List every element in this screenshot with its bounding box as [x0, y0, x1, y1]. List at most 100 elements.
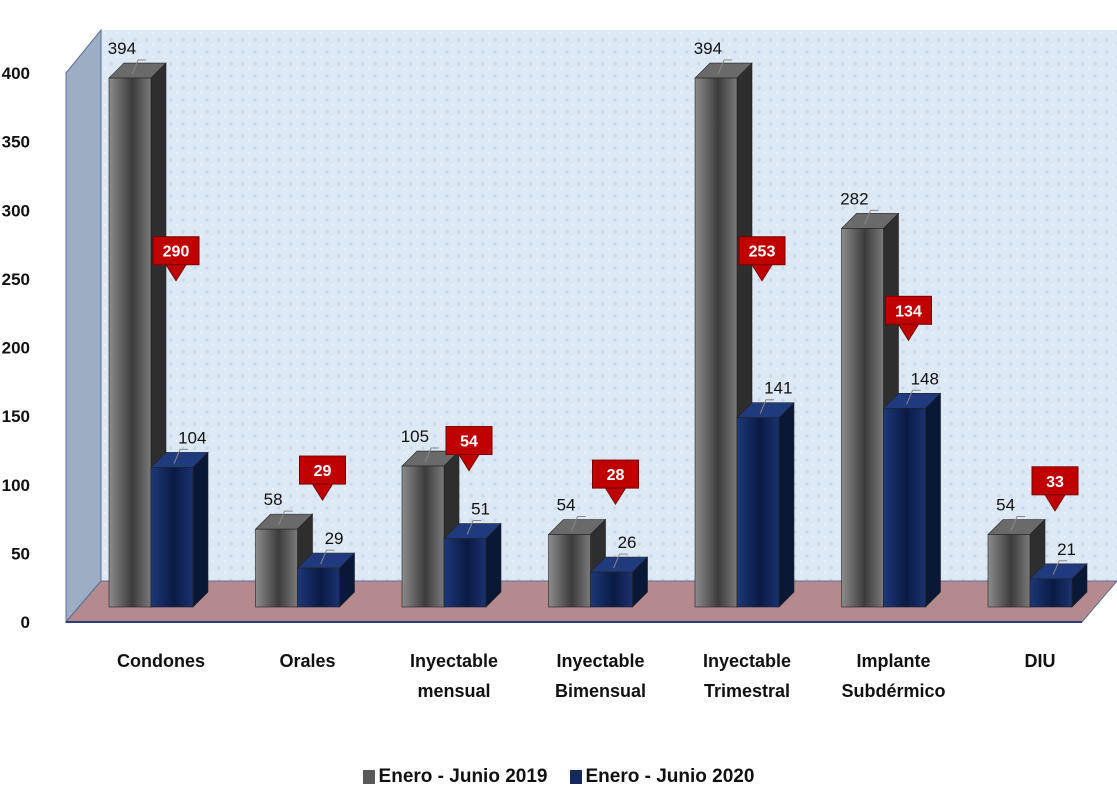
data-label-text: 105: [401, 427, 429, 446]
bar-front: [443, 538, 487, 608]
x-tick-label: DIU: [1025, 651, 1056, 671]
x-axis-labels: Condones Orales Inyectable mensual Inyectabl…: [117, 651, 1056, 701]
leader-line: [864, 209, 879, 225]
y-tick-label: 350: [2, 133, 30, 152]
callout-text: 134: [895, 303, 922, 320]
bar-front: [736, 417, 780, 608]
data-label: 29: [320, 529, 344, 565]
callout-box: [299, 455, 346, 485]
bar-front: [108, 77, 152, 608]
data-label: 21: [1052, 540, 1076, 576]
bar: [736, 401, 795, 608]
callout-box: [445, 426, 493, 456]
callout-text: 29: [314, 463, 332, 480]
bar-front: [401, 465, 445, 608]
data-label-text: 54: [996, 496, 1015, 515]
difference-callouts: 290 29 54 28 253 134 33: [152, 236, 1079, 512]
side-wall: [65, 28, 102, 624]
data-label-text: 282: [840, 189, 868, 208]
data-label: 148: [906, 369, 939, 405]
data-label-text: 394: [108, 39, 136, 58]
callout-text: 290: [163, 244, 190, 261]
data-label-text: 141: [764, 379, 792, 398]
x-tick-label: Orales: [279, 651, 335, 671]
y-tick-label: 400: [2, 64, 30, 83]
leader-line: [173, 448, 189, 464]
bar-front: [548, 534, 591, 608]
leader-line: [1052, 560, 1068, 576]
callout-down-arrow: [1044, 494, 1066, 512]
y-tick-label: 200: [2, 339, 30, 358]
y-tick-label: 0: [21, 613, 30, 632]
difference-callout: 54: [445, 426, 493, 472]
bar-front: [1029, 578, 1073, 608]
y-tick-label: 100: [2, 476, 30, 495]
bar: [150, 451, 209, 608]
data-label: 104: [173, 428, 206, 464]
x-tick-label: Condones: [117, 651, 205, 671]
bars: [108, 62, 1088, 608]
legend-item-2019: Enero - Junio 2019: [362, 766, 548, 788]
bar-side: [925, 392, 941, 608]
data-label-text: 21: [1057, 540, 1076, 559]
x-tick-label: Inyectable Trimestral: [703, 651, 791, 701]
callout-box: [1031, 466, 1079, 496]
callout-box: [152, 236, 200, 266]
callout-text: 253: [749, 244, 776, 261]
data-labels: 394 104 58 29 105 51 54 26 394 141 282 148 54 21: [108, 39, 1076, 576]
leader-line: [906, 389, 921, 405]
y-tick-label: 50: [11, 544, 30, 563]
back-wall: [101, 30, 1117, 581]
callout-down-arrow: [604, 487, 627, 506]
bar-front: [590, 571, 633, 608]
data-label: 26: [613, 533, 637, 569]
data-label: 51: [466, 500, 490, 535]
difference-callout: 33: [1031, 466, 1079, 512]
bar-side: [192, 451, 209, 608]
callout-text: 33: [1046, 474, 1064, 491]
bar-front: [150, 467, 194, 608]
bar-front: [883, 408, 926, 608]
bar-front: [694, 77, 738, 608]
data-label: 282: [840, 189, 879, 225]
bar: [987, 518, 1046, 608]
callout-box: [592, 459, 639, 489]
leader-line: [320, 549, 335, 565]
data-label-text: 29: [325, 529, 344, 548]
difference-callout: 134: [885, 295, 932, 342]
x-tick-label: Implante Subdérmico: [841, 651, 945, 701]
data-label-text: 51: [471, 500, 490, 519]
x-tick-label: Inyectable Bimensual: [555, 651, 646, 701]
leader-line: [466, 520, 482, 535]
difference-callout: 28: [592, 459, 639, 506]
y-tick-label: 150: [2, 407, 30, 426]
data-label: 54: [996, 496, 1026, 531]
y-tick-label: 300: [2, 201, 30, 220]
data-label-text: 394: [694, 39, 722, 58]
bar: [296, 552, 356, 608]
y-tick-label: 250: [2, 270, 30, 289]
bar: [443, 522, 502, 608]
data-label-text: 58: [264, 490, 283, 509]
data-label: 58: [264, 490, 293, 526]
legend: Enero - Junio 2019 Enero - Junio 2020: [0, 766, 1117, 788]
y-axis-ticks: 0 50 100 150 200 250 300 350 400: [2, 64, 30, 632]
bar-side: [485, 522, 502, 608]
callout-box: [738, 236, 786, 266]
legend-item-2020: Enero - Junio 2020: [569, 766, 755, 788]
difference-callout: 253: [738, 236, 786, 282]
data-label: 54: [557, 496, 586, 531]
legend-swatch-2020: [569, 770, 582, 784]
bar: [1029, 563, 1088, 608]
bar-front: [255, 528, 298, 608]
difference-callout: 290: [152, 236, 200, 282]
bar: [589, 556, 649, 608]
leader-line: [131, 59, 147, 75]
legend-label-2020: Enero - Junio 2020: [585, 766, 755, 787]
data-label-text: 26: [618, 533, 637, 552]
data-label-text: 148: [911, 369, 939, 388]
callout-down-arrow: [897, 323, 920, 342]
callout-box: [885, 295, 932, 325]
leader-line: [424, 447, 440, 463]
